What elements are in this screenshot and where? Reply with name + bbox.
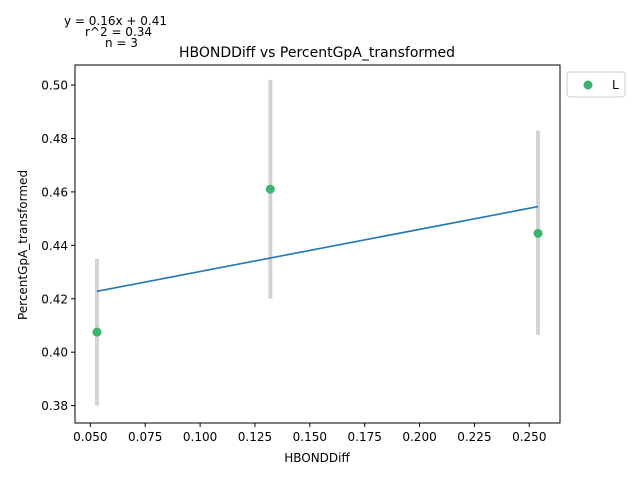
x-tick-label: 0.150 [293,430,327,444]
regression-line [96,205,539,293]
x-tick-label: 0.125 [238,430,272,444]
y-axis-label: PercentGpA_transformed [16,170,30,320]
data-point [265,184,275,194]
x-axis-ticks: 0.050 0.075 0.100 0.125 0.150 0.175 0.200 0.225… [73,423,546,444]
y-tick-label: 0.40 [41,346,68,360]
y-tick-label: 0.46 [41,185,68,199]
plot-area-frame [74,64,561,424]
y-tick-label: 0.44 [41,239,68,253]
y-tick-label: 0.48 [41,132,68,146]
chart-title: HBONDDiff vs PercentGpA_transformed [179,45,455,61]
x-tick-label: 0.050 [73,430,107,444]
regression-equation: y = 0.16x + 0.41 [64,14,167,28]
y-tick-label: 0.50 [41,79,68,93]
x-axis-label: HBONDDiff [284,451,350,465]
legend-marker-icon [583,80,593,90]
y-tick-label: 0.38 [41,399,68,413]
x-tick-label: 0.075 [128,430,162,444]
data-point [92,327,102,337]
r-squared-annotation: r^2 = 0.34 [85,25,152,39]
x-tick-label: 0.250 [512,430,546,444]
fit-line-group [96,205,539,293]
x-tick-label: 0.100 [183,430,217,444]
legend-frame [566,71,626,98]
data-point-group [92,184,543,337]
legend-label-l: L [612,78,619,92]
y-axis-ticks: 0.38 0.40 0.42 0.44 0.46 0.48 0.50 [41,79,75,413]
x-tick-label: 0.200 [402,430,436,444]
data-point [533,228,543,238]
y-tick-label: 0.42 [41,292,68,306]
x-tick-label: 0.225 [457,430,491,444]
x-tick-label: 0.175 [348,430,382,444]
legend: L [566,71,626,98]
sample-size-annotation: n = 3 [105,36,138,50]
